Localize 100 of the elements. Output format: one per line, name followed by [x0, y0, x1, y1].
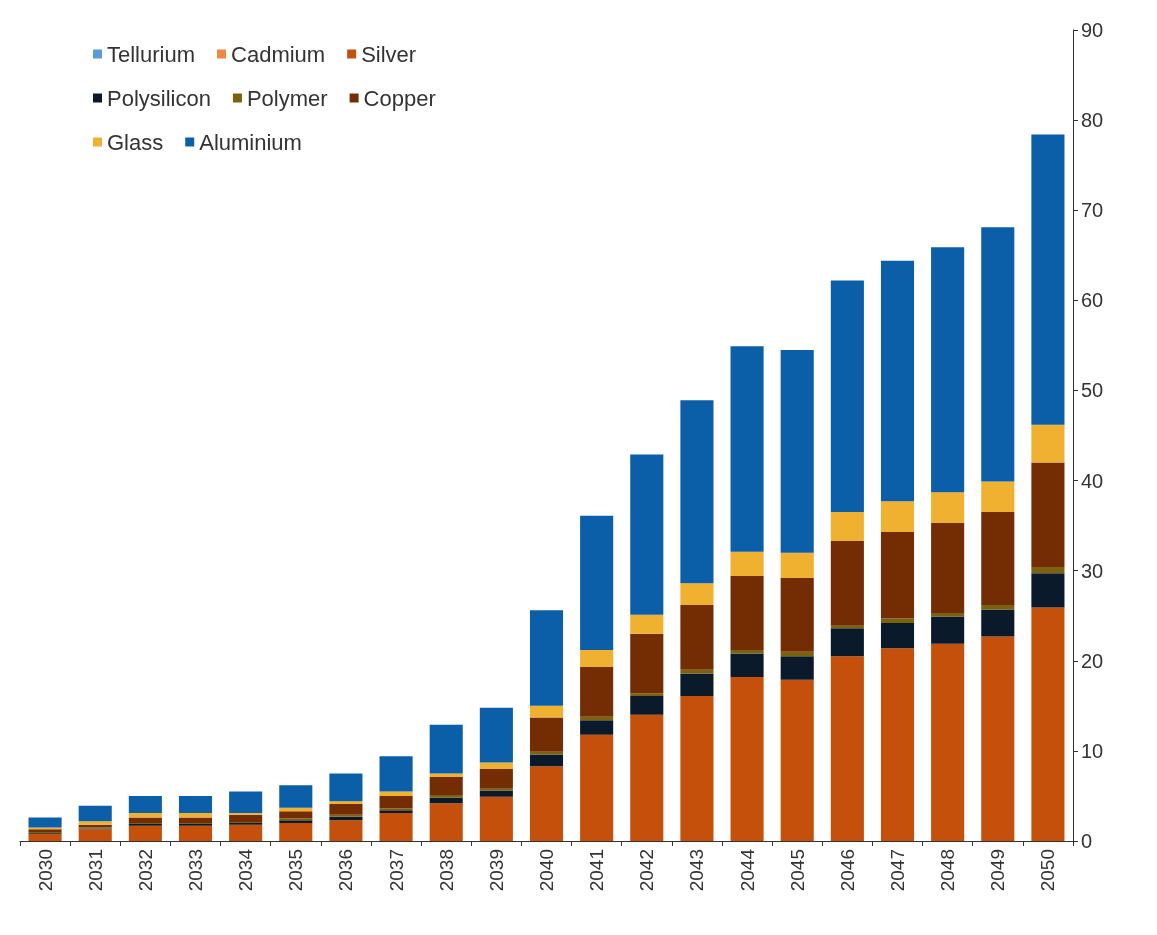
bar [178, 825, 213, 841]
bar [981, 512, 1015, 605]
bar [529, 705, 564, 718]
bar [28, 833, 62, 841]
legend-label: Tellurium [107, 41, 196, 67]
bar [429, 724, 463, 774]
bar [229, 824, 263, 841]
x-tick-label: 2036 [335, 849, 357, 892]
bar [279, 811, 313, 819]
y-tick-label: 50 [1081, 379, 1104, 402]
y-tick-label: 80 [1081, 109, 1104, 132]
bar [78, 805, 112, 822]
bar [128, 817, 162, 823]
bar [429, 777, 463, 796]
bar [981, 481, 1015, 513]
bar [730, 649, 764, 654]
x-tick-label: 2032 [134, 849, 156, 892]
bar [479, 707, 513, 763]
bar [931, 247, 965, 493]
bar [429, 803, 463, 841]
bar [329, 801, 363, 805]
legend-label: Aluminium [199, 129, 302, 155]
bar [429, 795, 463, 798]
bar [830, 512, 864, 541]
legend-label: Cadmium [231, 41, 326, 67]
bar [931, 616, 965, 644]
y-tick-label: 10 [1081, 739, 1104, 762]
bar [379, 813, 413, 841]
bar [479, 762, 513, 769]
bar [730, 677, 764, 841]
bar [429, 797, 463, 804]
bar [730, 653, 764, 677]
bar [981, 227, 1015, 482]
bar [329, 804, 363, 815]
bar [630, 695, 664, 715]
bar [630, 693, 664, 696]
x-tick-label: 2034 [235, 848, 257, 892]
bar [630, 454, 664, 615]
x-tick-label: 2039 [485, 849, 507, 892]
bar [780, 679, 814, 841]
bar [931, 492, 965, 523]
bar [479, 796, 513, 841]
x-tick-label: 2038 [435, 849, 457, 892]
bar [880, 501, 915, 532]
bar [1031, 573, 1065, 608]
bar [529, 610, 564, 706]
bar [630, 633, 664, 694]
bar [1031, 607, 1065, 841]
bar [730, 576, 764, 650]
x-tick-label: 2046 [836, 849, 858, 892]
bar [1031, 134, 1065, 425]
y-tick-label: 70 [1081, 199, 1104, 222]
legend-label: Copper [363, 85, 436, 111]
bar [580, 649, 614, 668]
legend-label: Polysilicon [107, 85, 211, 111]
bar [229, 814, 263, 823]
bar [379, 795, 413, 809]
bar [680, 695, 714, 841]
bar [880, 622, 915, 649]
bar [1031, 567, 1065, 574]
bar [780, 349, 814, 553]
bar [1031, 462, 1065, 568]
bar [429, 773, 463, 778]
bar [680, 673, 714, 696]
bar [880, 618, 915, 623]
x-tick-label: 2050 [1037, 849, 1059, 892]
bar [128, 825, 162, 841]
bar [931, 613, 965, 617]
x-tick-label: 2040 [536, 849, 557, 892]
bar [128, 813, 162, 818]
bar [580, 734, 614, 841]
bar [379, 756, 413, 792]
x-tick-label: 2030 [34, 849, 56, 892]
bar [830, 656, 864, 841]
bar [128, 795, 162, 814]
y-tick-label: 60 [1081, 289, 1104, 312]
x-tick-label: 2042 [636, 849, 658, 892]
bar [830, 540, 864, 626]
bar [981, 609, 1015, 637]
x-tick-label: 2044 [736, 848, 758, 892]
bar [830, 280, 864, 513]
bar [780, 656, 814, 680]
x-tick-label: 2041 [586, 849, 608, 892]
bar [529, 754, 564, 767]
x-tick-label: 2043 [686, 849, 708, 892]
bar [931, 522, 965, 614]
bar [580, 515, 614, 650]
bar [730, 551, 764, 577]
bar [981, 636, 1015, 841]
bar [178, 795, 213, 814]
bar [529, 717, 564, 752]
legend-label: Silver [361, 41, 417, 67]
bar [279, 785, 313, 808]
y-tick-label: 90 [1081, 19, 1104, 41]
y-tick-label: 20 [1081, 649, 1104, 672]
bar [931, 643, 965, 841]
x-tick-label: 2048 [937, 849, 959, 892]
bar [1031, 424, 1065, 463]
bar [78, 829, 112, 841]
x-tick-label: 2033 [185, 849, 206, 892]
